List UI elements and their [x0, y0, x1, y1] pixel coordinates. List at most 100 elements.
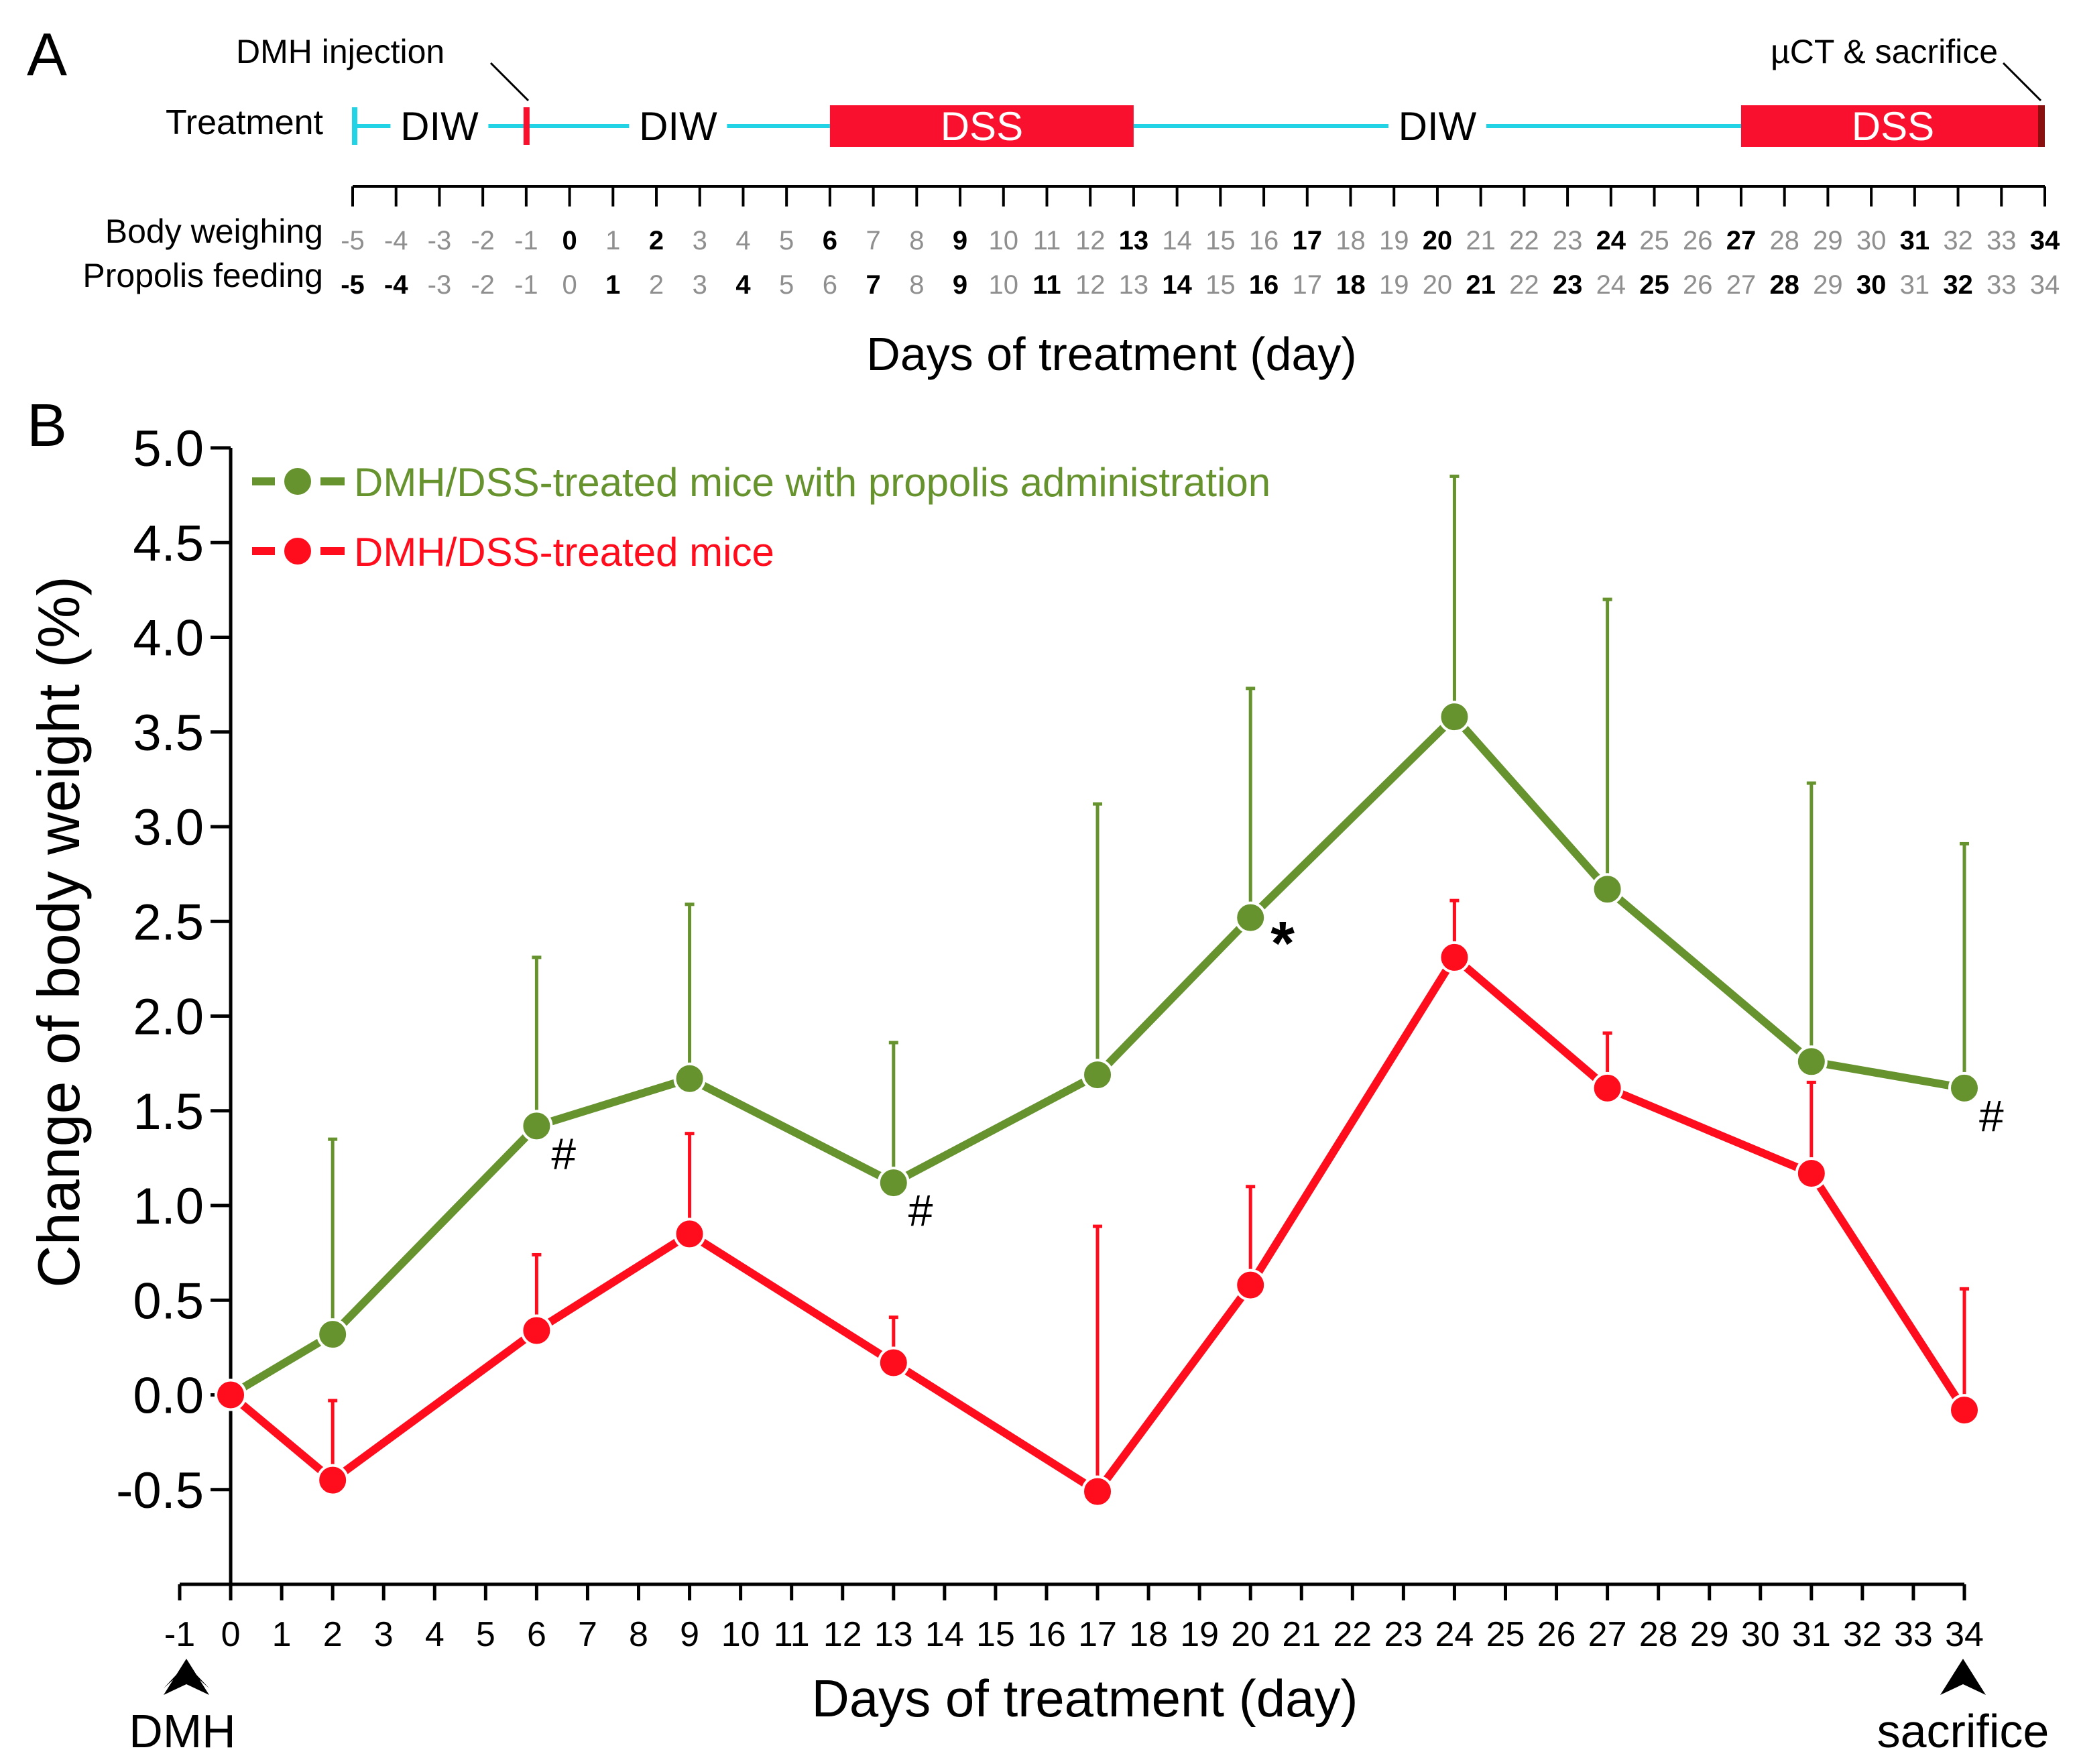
- x-tick-label: 24: [1435, 1615, 1474, 1654]
- diw-label-bg: [629, 102, 727, 150]
- data-point: [673, 1218, 706, 1250]
- y-tick-label: -0.5: [116, 1462, 204, 1519]
- data-point: [1438, 701, 1471, 733]
- data-point: [316, 1318, 349, 1351]
- propolis-feeding-day: 7: [866, 270, 880, 300]
- x-tick-label: 16: [1027, 1615, 1066, 1654]
- propolis-feeding-day: 24: [1596, 270, 1626, 300]
- x-tick-label: 33: [1894, 1615, 1933, 1654]
- propolis-feeding-day: 20: [1423, 270, 1453, 300]
- dmh-arrow-head-icon: [164, 1659, 209, 1695]
- propolis-feeding-day: 13: [1119, 270, 1149, 300]
- data-point: [1234, 901, 1267, 934]
- body-weighing-day: 16: [1249, 226, 1279, 255]
- y-tick-label: 0.5: [133, 1273, 204, 1330]
- chart-axes: -0.5 0.0 0.5 1.0 1.5 2.0 2.5 3.0 3.5 4.0 4.5 5.0 -1 0…: [116, 420, 1984, 1654]
- propolis-feeding-day: -3: [428, 270, 452, 300]
- body-weighing-day: 34: [2030, 226, 2060, 255]
- y-tick-label: 0.0: [133, 1368, 204, 1425]
- sacrifice-arrow-icon: [1940, 1659, 1986, 1695]
- data-point: [1948, 1071, 1980, 1104]
- y-tick-label: 2.0: [133, 989, 204, 1046]
- x-tick-label: 25: [1486, 1615, 1525, 1654]
- y-tick-label: 5.0: [133, 420, 204, 477]
- body-weighing-day: 27: [1726, 226, 1757, 255]
- panel-a-timeline: A Treatment DMH injection µCT & sacrific…: [27, 21, 2060, 380]
- legend-marker: [282, 465, 314, 497]
- significance-mark: #: [1979, 1091, 2004, 1140]
- body-weighing-day: 7: [866, 226, 880, 255]
- significance-mark: #: [551, 1128, 576, 1178]
- propolis-feeding-day: 2: [649, 270, 664, 300]
- body-weighing-day: 15: [1205, 226, 1236, 255]
- propolis-feeding-day: -2: [471, 270, 495, 300]
- dmh-injection-callout: [489, 62, 530, 102]
- y-tick-label: 1.5: [133, 1083, 204, 1140]
- sacrifice-end-marker: [2038, 105, 2045, 147]
- x-tick-label: 19: [1180, 1615, 1219, 1654]
- body-weighing-day: 29: [1813, 226, 1843, 255]
- body-weighing-day: 4: [735, 226, 750, 255]
- x-tick-label: 20: [1231, 1615, 1270, 1654]
- propolis-feeding-day: 1: [605, 270, 620, 300]
- x-tick-label: 18: [1129, 1615, 1168, 1654]
- body-weighing-day: 6: [823, 226, 837, 255]
- dmh-marker: DMH: [129, 1659, 236, 1757]
- data-point: [520, 1110, 553, 1142]
- body-weighing-day: 32: [1943, 226, 1973, 255]
- body-weighing-day: 26: [1683, 226, 1713, 255]
- propolis-feeding-day: 30: [1856, 270, 1887, 300]
- propolis-feeding-day: 10: [989, 270, 1019, 300]
- x-tick-label: 31: [1792, 1615, 1831, 1654]
- propolis-feeding-day: 32: [1943, 270, 1973, 300]
- x-tick-label: 26: [1537, 1615, 1576, 1654]
- body-weighing-day: -5: [341, 226, 365, 255]
- x-tick-label: 22: [1333, 1615, 1372, 1654]
- x-tick-label: 21: [1282, 1615, 1321, 1654]
- propolis-feeding-day: 9: [953, 270, 967, 300]
- x-tick-label: 17: [1078, 1615, 1117, 1654]
- diw-label-bg: [390, 102, 489, 150]
- x-tick-label: 4: [425, 1615, 444, 1654]
- dmh-injection-label: DMH injection: [236, 33, 444, 70]
- propolis-feeding-day: 12: [1075, 270, 1106, 300]
- legend-label: DMH/DSS-treated mice: [354, 530, 774, 575]
- body-weighing-day: 12: [1075, 226, 1106, 255]
- propolis-feeding-day: 8: [909, 270, 924, 300]
- body-weighing-day: 30: [1856, 226, 1887, 255]
- x-axis-label: Days of treatment (day): [812, 1669, 1358, 1728]
- body-weighing-day: 31: [1900, 226, 1930, 255]
- data-point: [1948, 1394, 1980, 1427]
- x-tick-label: 8: [629, 1615, 648, 1654]
- x-tick-label: 3: [374, 1615, 394, 1654]
- body-weighing-day: -2: [471, 226, 495, 255]
- series-points: [215, 701, 1980, 1508]
- x-tick-label: 13: [874, 1615, 913, 1654]
- body-weighing-day: 8: [909, 226, 924, 255]
- body-weighing-day: 33: [1986, 226, 2017, 255]
- data-point: [1234, 1269, 1267, 1301]
- propolis-feeding-day: 21: [1466, 270, 1496, 300]
- body-weighing-day: -3: [428, 226, 452, 255]
- diw-label: DIW: [400, 104, 479, 149]
- diw-label-bg: [1388, 102, 1486, 150]
- body-weighing-day: 14: [1162, 226, 1192, 255]
- data-point: [1081, 1475, 1114, 1508]
- propolis-feeding-day: 33: [1986, 270, 2017, 300]
- propolis-feeding-day: 5: [779, 270, 794, 300]
- propolis-feeding-day: 29: [1813, 270, 1843, 300]
- x-tick-label: 5: [476, 1615, 495, 1654]
- start-marker: [352, 107, 357, 145]
- y-tick-label: 3.5: [133, 705, 204, 762]
- body-weighing-day: 20: [1423, 226, 1453, 255]
- x-tick-label: 0: [221, 1615, 241, 1654]
- sacrifice-marker: sacrifice: [1877, 1659, 2049, 1757]
- body-weighing-day: 18: [1336, 226, 1366, 255]
- propolis-feeding-day: -4: [384, 270, 408, 300]
- panel-b-label: B: [27, 392, 67, 459]
- y-tick-label: 4.5: [133, 515, 204, 572]
- diw-label: DIW: [639, 104, 717, 149]
- body-weighing-day: -4: [384, 226, 408, 255]
- x-tick-label: 12: [823, 1615, 862, 1654]
